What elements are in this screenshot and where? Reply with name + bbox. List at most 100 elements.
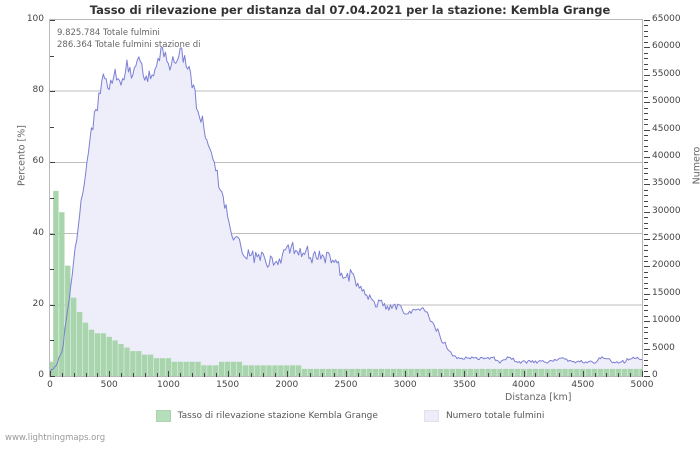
y-right-minor-12000 [644, 310, 648, 311]
y-left-tick-60: 60 [32, 156, 44, 167]
x-tick-4500: 4500 [571, 380, 595, 390]
y-left-minor-50 [50, 198, 54, 199]
x-minor-4300 [559, 373, 560, 377]
x-tick-500: 500 [100, 380, 118, 390]
y-right-tick-45000: 45000 [652, 123, 681, 134]
y-left-tick-20: 20 [32, 298, 44, 309]
y-right-tickmark-20000 [644, 266, 650, 267]
legend-label-detection-rate: Tasso di rilevazione stazione Kembla Gra… [177, 411, 378, 421]
x-minor-1900 [275, 373, 276, 377]
y-left-tick-40: 40 [32, 227, 44, 238]
y-left-minor-90 [50, 56, 54, 57]
y-right-tick-0: 0 [652, 370, 658, 380]
y-right-tickmark-55000 [644, 75, 650, 76]
x-tick-2000: 2000 [275, 380, 299, 390]
y-right-minor-18000 [644, 277, 648, 278]
y-right-tickmark-35000 [644, 184, 650, 185]
y-right-minor-3000 [644, 360, 648, 361]
x-minor-1200 [192, 373, 193, 377]
y-right-tickmark-65000 [644, 20, 650, 21]
x-minor-200 [74, 373, 75, 377]
x-minor-1600 [239, 373, 240, 377]
x-minor-2600 [358, 373, 359, 377]
y-left-tick-80: 80 [32, 85, 44, 96]
legend-swatch-total-lightning [423, 410, 439, 422]
x-minor-2900 [393, 373, 394, 377]
x-minor-3100 [417, 373, 418, 377]
x-minor-4200 [547, 373, 548, 377]
y-right-tickmark-15000 [644, 294, 650, 295]
y-right-minor-21000 [644, 261, 648, 262]
y-right-minor-7000 [644, 338, 648, 339]
x-minor-900 [157, 373, 158, 377]
x-tick-0: 0 [47, 380, 53, 390]
y-right-minor-41000 [644, 151, 648, 152]
x-minor-1400 [216, 373, 217, 377]
x-minor-2300 [322, 373, 323, 377]
y-right-minor-31000 [644, 206, 648, 207]
x-minor-3600 [476, 373, 477, 377]
watermark: www.lightningmaps.org [5, 433, 106, 443]
y-left-tickmark-20 [50, 305, 55, 306]
x-tickmark-0 [50, 371, 51, 377]
y-right-minor-19000 [644, 272, 648, 273]
x-minor-300 [86, 373, 87, 377]
y-left-minor-10 [50, 340, 54, 341]
x-minor-4700 [606, 373, 607, 377]
y-right-tickmark-25000 [644, 239, 650, 240]
y-right-minor-51000 [644, 97, 648, 98]
annotation-station-lightning: 286.364 Totale fulmini stazione di [57, 40, 201, 50]
y-right-tick-55000: 55000 [652, 68, 681, 79]
x-tick-2500: 2500 [334, 380, 358, 390]
plot-area [49, 19, 643, 377]
y-right-minor-52000 [644, 91, 648, 92]
legend-item-total-lightning: Numero totale fulmini [423, 410, 544, 422]
y-right-minor-4000 [644, 354, 648, 355]
x-tick-3500: 3500 [452, 380, 476, 390]
legend-item-detection-rate: Tasso di rilevazione stazione Kembla Gra… [155, 410, 378, 422]
x-tickmark-1000 [168, 371, 169, 377]
x-minor-800 [145, 373, 146, 377]
y-right-minor-16000 [644, 288, 648, 289]
y-left-tickmark-60 [50, 162, 55, 163]
y-right-minor-46000 [644, 124, 648, 125]
y-right-tick-60000: 60000 [652, 41, 681, 52]
x-tickmark-4000 [524, 371, 525, 377]
x-tick-5000: 5000 [630, 380, 654, 390]
y-right-minor-54000 [644, 80, 648, 81]
y-left-tick-100: 100 [26, 14, 44, 24]
y-right-minor-27000 [644, 228, 648, 229]
y-right-tick-65000: 65000 [652, 14, 681, 24]
y-left-tickmark-40 [50, 234, 55, 235]
chart-legend: Tasso di rilevazione stazione Kembla Gra… [0, 410, 700, 422]
y-left-minor-30 [50, 269, 54, 270]
y-right-minor-44000 [644, 135, 648, 136]
y-right-tick-30000: 30000 [652, 205, 681, 216]
y-right-minor-47000 [644, 119, 648, 120]
x-tickmark-5000 [642, 371, 643, 377]
x-tickmark-3500 [464, 371, 465, 377]
chart-annotations: 9.825.784 Totale fulmini 286.364 Totale … [57, 27, 201, 51]
y-right-minor-62000 [644, 36, 648, 37]
y-right-minor-48000 [644, 113, 648, 114]
y-right-tickmark-0 [644, 376, 650, 377]
y-right-minor-58000 [644, 58, 648, 59]
y-right-minor-56000 [644, 69, 648, 70]
y-right-minor-23000 [644, 250, 648, 251]
x-tick-4000: 4000 [512, 380, 536, 390]
x-minor-400 [97, 373, 98, 377]
y-right-minor-13000 [644, 305, 648, 306]
x-minor-3200 [429, 373, 430, 377]
y-right-tickmark-60000 [644, 47, 650, 48]
y-left-tickmark-100 [50, 20, 55, 21]
x-minor-4600 [595, 373, 596, 377]
x-minor-2200 [310, 373, 311, 377]
x-minor-3700 [488, 373, 489, 377]
y-right-tick-20000: 20000 [652, 260, 681, 271]
y-right-minor-64000 [644, 25, 648, 26]
y-right-minor-22000 [644, 256, 648, 257]
y-right-tick-35000: 35000 [652, 178, 681, 189]
legend-swatch-detection-rate [155, 410, 171, 422]
y-right-tickmark-45000 [644, 130, 650, 131]
